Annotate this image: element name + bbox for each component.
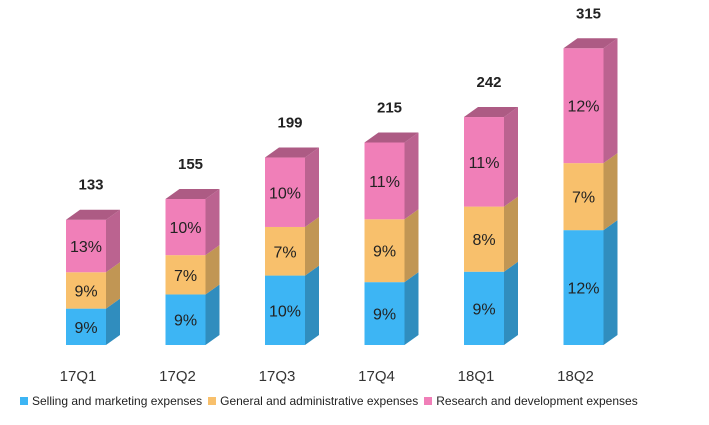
legend-swatch-selling [20,397,28,405]
bar-18Q1-series-2-front [464,117,504,207]
bar-18Q2-series-2-side [603,38,618,164]
segment-label-18Q1-series-2: 11% [469,155,500,172]
bar-17Q4-series-1-side [404,209,419,283]
bar-17Q3-series-0-front [265,275,305,345]
bar-17Q4-series-0-front [364,282,405,345]
category-label-17Q1: 17Q1 [60,368,97,385]
total-label-17Q4: 215 [377,99,402,116]
segment-label-17Q1-series-0: 9% [74,320,97,337]
bar-17Q2-top [165,188,220,199]
bar-17Q4-series-2-side [404,132,419,220]
legend-label-selling: Selling and marketing expenses [32,394,203,408]
bar-18Q1-series-1-side [504,196,518,272]
bar-17Q1-series-0-side [106,298,120,345]
category-label-18Q1: 18Q1 [458,368,495,385]
bar-17Q4-series-0-side [404,272,419,345]
bar-18Q1-series-2-side [504,107,518,207]
bar-17Q1-series-2-side [106,209,120,273]
bar-17Q1-top [66,209,120,220]
segment-label-17Q3-series-2: 10% [269,185,301,202]
bar-17Q4-series-2-front [364,142,405,220]
segment-label-17Q3-series-0: 10% [269,303,301,320]
bar-17Q3-series-2-side [305,147,319,227]
legend: Selling and marketing expenses General a… [20,394,644,408]
bar-17Q3-top [265,147,319,158]
bar-17Q4-top [364,132,419,143]
bar-18Q1-top [464,107,518,118]
legend-label-research: Research and development expenses [436,394,638,408]
total-label-17Q2: 155 [178,156,203,173]
bar-18Q2-top [563,38,618,49]
segment-label-17Q2-series-0: 9% [174,313,197,330]
total-label-18Q1: 242 [476,74,501,91]
segment-label-17Q2-series-1: 7% [174,268,197,285]
bar-17Q1-series-2-front [66,219,106,273]
legend-swatch-general [208,397,217,405]
bar-17Q2-series-1-front [165,255,206,295]
total-label-18Q2: 315 [576,5,601,22]
segment-label-18Q1-series-1: 8% [472,232,495,249]
bar-17Q1-series-0-front [66,308,106,345]
bar-17Q2-series-2-side [205,188,220,256]
segment-label-17Q4-series-2: 11% [369,174,400,191]
segment-label-17Q4-series-0: 9% [373,307,396,324]
segment-label-17Q1-series-1: 9% [74,283,97,300]
bar-17Q1-series-1-side [106,262,120,309]
segment-label-18Q2-series-0: 12% [567,281,599,298]
bar-17Q2-series-1-side [205,245,220,295]
bar-18Q2-series-1-side [603,153,618,231]
bar-17Q4-series-1-front [364,219,405,283]
segment-label-18Q2-series-1: 7% [572,190,595,207]
bar-18Q2-series-1-front [563,163,604,231]
bar-17Q1-series-1-front [66,272,106,309]
bar-17Q2-series-2-front [165,198,206,256]
segment-label-17Q3-series-1: 7% [273,244,296,261]
bar-18Q1-series-0-side [504,261,518,345]
legend-item-research: Research and development expenses [424,394,638,408]
category-label-17Q4: 17Q4 [358,368,395,385]
bar-17Q3-series-1-front [265,226,305,276]
bar-18Q1-series-0-front [464,271,504,345]
legend-swatch-research [424,397,433,405]
category-label-17Q2: 17Q2 [159,368,196,385]
segment-label-17Q4-series-1: 9% [373,244,396,261]
bar-17Q3-series-2-front [265,157,305,227]
legend-label-general: General and administrative expenses [220,394,419,408]
stacked-bar-chart: 9% 9% 13% 133 17Q1 9% 7% 10% 155 17Q2 10% 7% 10% 199 1… [60,5,618,385]
category-label-18Q2: 18Q2 [557,368,594,385]
bar-17Q2-series-0-front [165,294,206,345]
bar-18Q2-series-2-front [563,48,604,164]
legend-item-general: General and administrative expenses [208,394,418,408]
bar-17Q2-series-0-side [205,284,220,345]
category-label-17Q3: 17Q3 [259,368,296,385]
bar-18Q1-series-1-front [464,206,504,272]
segment-label-17Q2-series-2: 10% [169,220,201,237]
total-label-17Q3: 199 [277,115,302,132]
total-label-17Q1: 133 [78,177,103,194]
bar-18Q2-series-0-side [603,220,618,345]
bar-17Q3-series-1-side [305,216,319,276]
segment-label-18Q2-series-2: 12% [567,99,599,116]
segment-label-18Q1-series-0: 9% [472,301,495,318]
bar-17Q3-series-0-side [305,265,319,345]
segment-label-17Q1-series-2: 13% [70,239,102,256]
legend-item-selling: Selling and marketing expenses [20,394,202,408]
bar-18Q2-series-0-front [563,230,604,345]
